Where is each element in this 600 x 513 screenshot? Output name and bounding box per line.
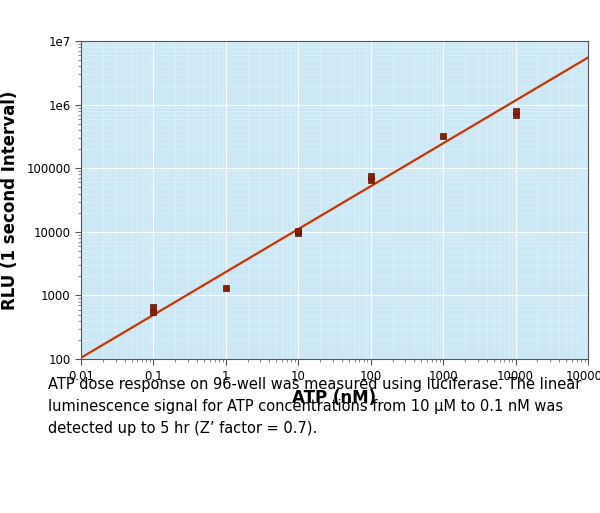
X-axis label: ATP (nM): ATP (nM)	[292, 389, 377, 407]
Point	[293, 227, 303, 235]
Point	[511, 107, 520, 115]
Point	[149, 303, 158, 311]
Point	[439, 132, 448, 140]
Text: ATP dose response on 96-well was measured using luciferase. The linear
luminesce: ATP dose response on 96-well was measure…	[48, 377, 581, 437]
Point	[221, 284, 230, 292]
Point	[293, 229, 303, 238]
Point	[366, 176, 376, 184]
Point	[366, 172, 376, 180]
Point	[511, 110, 520, 119]
Point	[149, 308, 158, 316]
Y-axis label: RLU (1 second Interval): RLU (1 second Interval)	[1, 90, 19, 310]
